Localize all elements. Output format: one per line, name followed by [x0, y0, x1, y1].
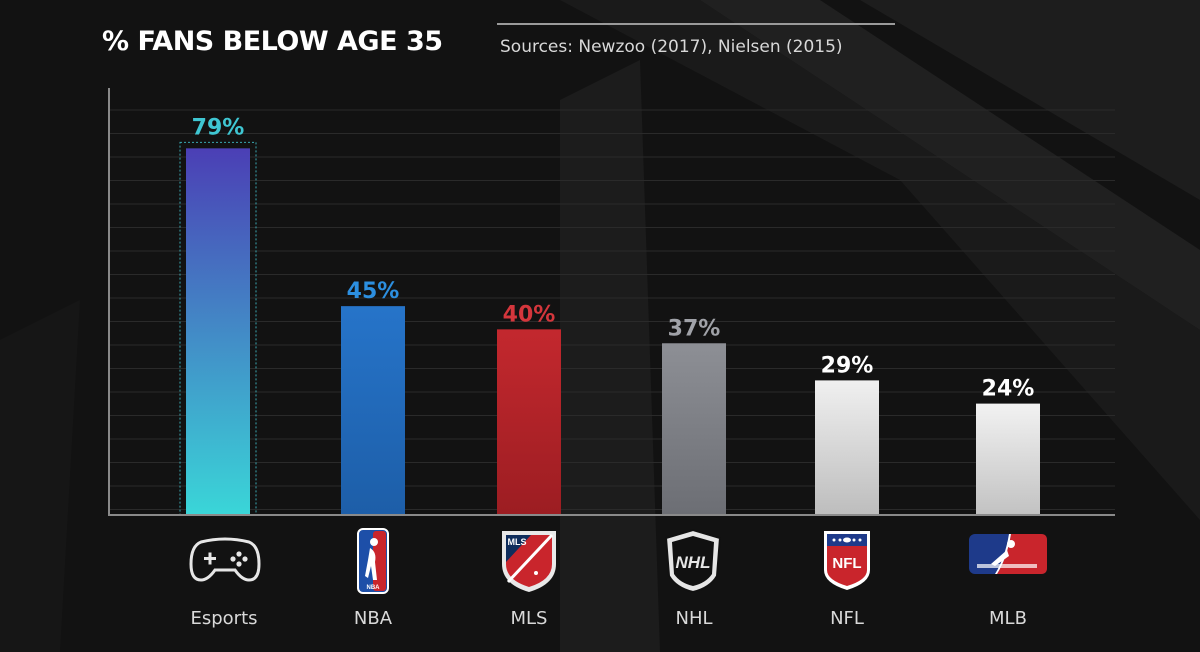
data-label: 37% — [668, 316, 721, 341]
data-label: 45% — [347, 279, 400, 304]
x-tick-label: NHL — [675, 608, 713, 629]
bar-mlb — [976, 403, 1040, 515]
bar-nba — [341, 306, 405, 515]
data-label: 40% — [503, 302, 556, 327]
mls-logo-icon: MLS — [502, 531, 556, 592]
bar-highlight-outline — [179, 141, 257, 516]
bar-mls — [497, 329, 561, 515]
svg-text:NFL: NFL — [832, 555, 861, 572]
data-label: 79% — [192, 115, 245, 140]
data-label: 24% — [982, 377, 1035, 402]
bar-esports — [186, 148, 250, 515]
svg-text:MLS: MLS — [508, 537, 527, 547]
bar-nfl — [815, 380, 879, 515]
x-tick-label: Esports — [190, 608, 258, 629]
x-tick-label: NBA — [353, 608, 393, 629]
bar-nhl — [662, 343, 726, 515]
x-tick-label: MLB — [989, 608, 1027, 629]
source-rule — [497, 23, 895, 25]
chart-source: Sources: Newzoo (2017), Nielsen (2015) — [500, 37, 843, 57]
gamepad-icon — [189, 537, 261, 582]
chart-title: % FANS BELOW AGE 35 — [102, 26, 443, 57]
mlb-logo-icon — [969, 534, 1047, 574]
nhl-logo-icon: NHL — [664, 528, 722, 594]
svg-text:NHL: NHL — [676, 553, 711, 572]
x-tick-label: MLS — [510, 608, 548, 629]
nba-logo-icon: NBA — [357, 528, 389, 594]
x-tick-label: NFL — [830, 608, 864, 629]
data-label: 29% — [821, 353, 874, 378]
svg-text:NBA: NBA — [367, 585, 381, 591]
nfl-logo-icon: NFL — [824, 531, 870, 590]
